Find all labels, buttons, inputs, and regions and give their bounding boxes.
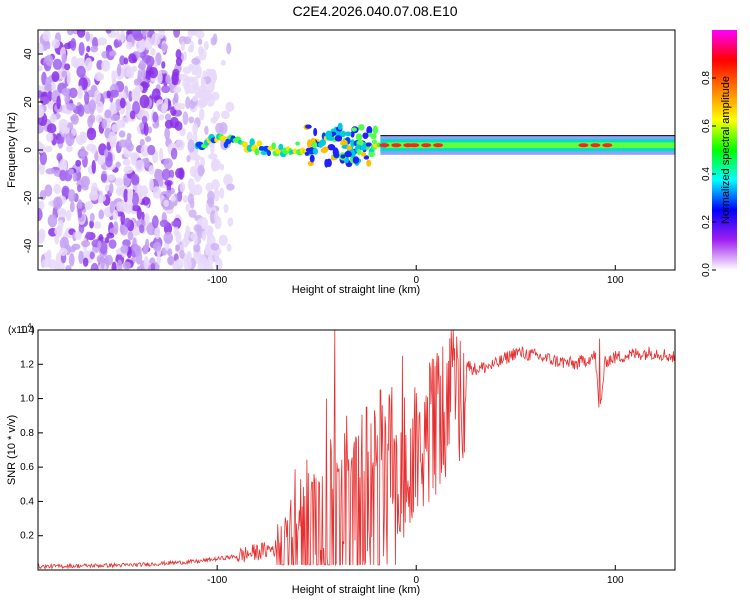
ridge-peak — [379, 143, 390, 148]
ridge-peak — [421, 143, 432, 148]
signal-ridge — [194, 122, 675, 168]
spectrogram-ylabel: Frequency (Hz) — [6, 112, 18, 188]
colorbar-label: Normalized spectral amplitude — [720, 76, 732, 224]
figure-title: C2E4.2026.040.07.08.E10 — [292, 3, 457, 19]
snr-ytick-label: 1.2 — [20, 359, 34, 370]
snr-frame — [37, 329, 676, 571]
snr-xtick-label: 0 — [413, 575, 419, 586]
snr-ylabel: SNR (10 * v/v) — [6, 415, 18, 485]
spectrogram-image — [38, 30, 675, 270]
spectrogram-panel: -100 0 100 -40 -20 0 20 40 Height of straight l… — [6, 29, 676, 296]
ridge-peak — [409, 143, 420, 148]
snr-xlabel: Height of straight line (km) — [292, 584, 420, 596]
snr-xtick-label: -100 — [207, 575, 227, 586]
colorbar-tick-label: 0.8 — [701, 71, 712, 85]
spec-xtick-label: 100 — [607, 275, 624, 286]
snr-ytick-label: 0.6 — [20, 462, 34, 473]
ridge-peak — [590, 143, 601, 148]
colorbar-ticks: 0.0 0.2 0.4 0.6 0.8 — [701, 71, 716, 277]
spec-xtick-label: 0 — [413, 275, 419, 286]
snr-ytick-label: 0.2 — [20, 531, 34, 542]
colorbar-tick-label: 0.6 — [701, 119, 712, 133]
spec-ytick-label: 20 — [23, 96, 34, 108]
spectrogram-axes: -100 0 100 -40 -20 0 20 40 — [23, 48, 624, 286]
snr-ytick-label: 0.8 — [20, 428, 34, 439]
ridge-peak — [602, 143, 613, 148]
ridge-peak — [578, 143, 589, 148]
spec-ytick-label: 0 — [23, 147, 34, 153]
spectrogram-xlabel: Height of straight line (km) — [292, 284, 420, 296]
spec-ytick-label: -40 — [23, 238, 34, 253]
colorbar-gradient — [712, 30, 737, 270]
snr-panel: -100 0 100 0.2 0.4 0.6 0.8 1.0 1.2 1.4 (x104) Hei… — [6, 323, 676, 596]
snr-scale-label: (x104) — [8, 323, 35, 336]
snr-series-line — [37, 329, 676, 570]
snr-ytick-label: 1.0 — [20, 394, 34, 405]
ridge-peak — [433, 143, 444, 148]
colorbar-tick-label: 0.2 — [701, 215, 712, 229]
colorbar-tick-label: 0.4 — [701, 167, 712, 181]
snr-xtick-label: 100 — [607, 575, 624, 586]
colorbar-tick-label: 0.0 — [701, 263, 712, 277]
noise-blobs — [38, 30, 235, 270]
colorbar: 0.0 0.2 0.4 0.6 0.8 Normalized spectral ampl… — [701, 30, 737, 277]
snr-ytick-label: 0.4 — [20, 496, 34, 507]
spec-xtick-label: -100 — [207, 275, 227, 286]
snr-axes: -100 0 100 0.2 0.4 0.6 0.8 1.0 1.2 1.4 — [20, 325, 624, 586]
spec-ytick-label: 40 — [23, 48, 34, 60]
ridge-peak — [391, 143, 402, 148]
snr-ytick-label: 1.4 — [20, 325, 34, 336]
spec-ytick-label: -20 — [23, 190, 34, 205]
